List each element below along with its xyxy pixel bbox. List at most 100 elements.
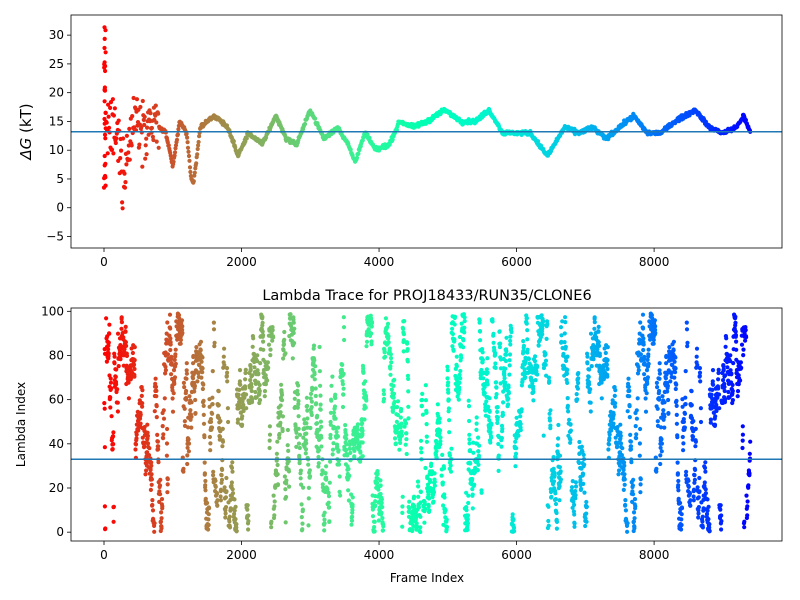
lambda-point <box>414 521 419 526</box>
lambda-point <box>476 449 481 454</box>
lambda-point <box>262 394 267 399</box>
lambda-point <box>615 444 620 449</box>
lambda-point <box>297 445 302 451</box>
lambda-y-tick-label: 40 <box>49 437 64 451</box>
lambda-point <box>168 347 173 353</box>
lambda-point <box>588 331 594 336</box>
delta-g-x-tick-label: 6000 <box>501 255 532 269</box>
lambda-point <box>388 352 393 357</box>
lambda-point <box>360 440 365 445</box>
lambda-point <box>642 372 647 377</box>
lambda-point <box>553 501 559 507</box>
lambda-point <box>424 422 429 427</box>
lambda-point <box>491 331 496 336</box>
lambda-point <box>700 525 706 530</box>
lambda-point <box>314 401 319 406</box>
delta-g-y-tick-label: 30 <box>49 28 64 42</box>
lambda-point <box>284 478 289 483</box>
lambda-point <box>272 504 277 509</box>
lambda-point <box>626 384 632 389</box>
lambda-point <box>378 478 383 483</box>
delta-g-point <box>104 120 109 125</box>
lambda-point <box>454 364 459 369</box>
delta-g-y-axis-label: ΔG (kT) <box>17 103 35 160</box>
delta-g-y-tick-label: −5 <box>46 229 64 243</box>
lambda-point <box>618 441 624 446</box>
lambda-point <box>568 437 573 442</box>
lambda-point <box>553 497 558 502</box>
lambda-point <box>684 320 689 325</box>
lambda-point <box>543 358 549 363</box>
lambda-point <box>711 382 716 387</box>
lambda-point <box>369 316 374 321</box>
lambda-point <box>633 424 638 429</box>
lambda-point <box>327 505 332 510</box>
lambda-point <box>149 472 154 477</box>
lambda-point <box>210 411 215 416</box>
lambda-point <box>155 432 160 437</box>
lambda-point <box>411 494 417 499</box>
lambda-point <box>178 341 183 346</box>
lambda-point <box>477 443 482 448</box>
lambda-point <box>700 514 705 519</box>
lambda-point <box>267 445 272 451</box>
lambda-point <box>246 519 251 524</box>
lambda-point <box>178 337 183 343</box>
lambda-point <box>286 459 291 464</box>
lambda-point <box>249 384 254 390</box>
delta-g-point <box>142 122 147 127</box>
lambda-point <box>452 337 457 342</box>
lambda-point <box>395 405 400 410</box>
delta-g-point <box>231 139 236 144</box>
lambda-point <box>471 450 476 455</box>
lambda-point <box>275 482 281 487</box>
lambda-point <box>404 437 409 442</box>
lambda-point <box>521 339 526 344</box>
lambda-point <box>629 444 634 449</box>
lambda-point <box>206 522 211 528</box>
lambda-point <box>502 376 507 381</box>
delta-g-point <box>148 111 153 116</box>
lambda-point <box>198 339 204 344</box>
lambda-point <box>464 505 469 510</box>
lambda-point <box>740 438 745 443</box>
delta-g-point <box>144 152 149 157</box>
lambda-point <box>123 329 128 334</box>
lambda-point <box>245 507 250 512</box>
lambda-point <box>703 491 709 496</box>
lambda-point <box>584 511 589 516</box>
lambda-point <box>488 430 493 435</box>
lambda-point <box>486 404 491 409</box>
lambda-point <box>403 442 408 447</box>
lambda-point <box>556 422 561 428</box>
lambda-point <box>651 337 656 343</box>
lambda-point <box>243 367 248 372</box>
lambda-point <box>681 419 687 424</box>
lambda-point <box>563 344 568 349</box>
lambda-point <box>618 433 623 438</box>
lambda-point <box>208 441 213 446</box>
lambda-point <box>213 478 218 483</box>
lambda-point <box>631 510 637 515</box>
lambda-point <box>657 361 662 366</box>
lambda-point <box>372 519 377 524</box>
delta-g-point <box>175 132 180 137</box>
lambda-point <box>132 345 137 350</box>
lambda-point <box>616 468 622 473</box>
delta-g-x-ticks: 0 2000 4000 6000 8000 <box>100 248 669 269</box>
lambda-point <box>218 434 223 439</box>
lambda-point <box>112 354 117 359</box>
lambda-point <box>205 500 210 506</box>
lambda-point <box>314 421 320 426</box>
lambda-point <box>149 477 154 482</box>
delta-g-point <box>186 153 192 159</box>
lambda-point <box>564 371 570 376</box>
lambda-point <box>389 360 394 365</box>
delta-g-point <box>140 164 145 169</box>
lambda-point <box>324 464 329 469</box>
lambda-point <box>305 403 310 409</box>
lambda-point <box>738 378 743 383</box>
lambda-point <box>363 379 368 384</box>
lambda-point <box>379 497 384 502</box>
lambda-point <box>197 363 202 368</box>
